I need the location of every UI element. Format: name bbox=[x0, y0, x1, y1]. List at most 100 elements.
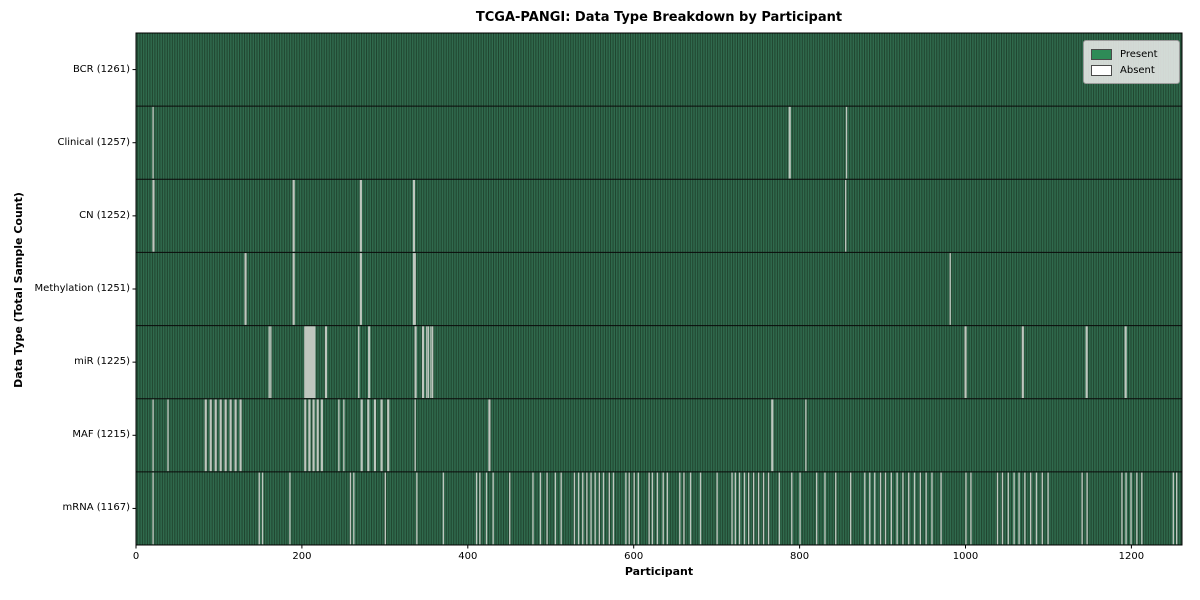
y-tick-label: Clinical (1257) bbox=[57, 136, 131, 148]
x-tick-label: 1200 bbox=[1118, 551, 1145, 562]
absent-cell bbox=[509, 472, 511, 545]
absent-cell bbox=[1086, 326, 1088, 399]
absent-cell bbox=[612, 472, 615, 545]
absent-cell bbox=[864, 472, 866, 545]
legend-absent-label: Absent bbox=[1120, 64, 1155, 76]
absent-cell bbox=[412, 253, 415, 325]
absent-cell bbox=[479, 472, 481, 545]
absent-cell bbox=[415, 326, 417, 399]
absent-cell bbox=[1041, 472, 1043, 545]
absent-cell bbox=[306, 326, 309, 399]
absent-cell bbox=[485, 472, 488, 545]
absent-cell bbox=[869, 472, 871, 545]
absent-cell bbox=[234, 399, 236, 472]
absent-cell bbox=[1024, 472, 1026, 545]
legend-entry-present: Present bbox=[1091, 46, 1171, 62]
absent-cell bbox=[413, 253, 416, 325]
absent-cell bbox=[1130, 472, 1132, 545]
absent-cell bbox=[313, 326, 315, 399]
absent-cell bbox=[235, 399, 237, 472]
absent-cell bbox=[430, 326, 432, 399]
absent-cell bbox=[414, 253, 416, 325]
absent-cell bbox=[1136, 472, 1138, 545]
absent-cell bbox=[413, 179, 416, 252]
present-swatch-icon bbox=[1091, 48, 1112, 60]
absent-cell bbox=[1086, 472, 1088, 545]
x-tick-label: 400 bbox=[458, 551, 478, 562]
absent-cell bbox=[965, 472, 967, 545]
absent-cell bbox=[292, 179, 294, 252]
absent-cell bbox=[908, 472, 910, 545]
absent-cell bbox=[1035, 472, 1038, 545]
absent-cell bbox=[325, 326, 328, 399]
absent-cell bbox=[716, 472, 718, 545]
absent-cell bbox=[757, 472, 760, 545]
absent-cell bbox=[261, 472, 264, 545]
absent-cell bbox=[361, 399, 363, 472]
absent-cell bbox=[633, 472, 635, 545]
absent-cell bbox=[940, 472, 942, 545]
absent-cell bbox=[1021, 326, 1024, 399]
absent-cell bbox=[879, 472, 882, 545]
absent-cell bbox=[731, 472, 733, 545]
absent-cell bbox=[219, 399, 221, 472]
absent-cell bbox=[492, 472, 494, 545]
legend-entry-absent: Absent bbox=[1091, 62, 1171, 78]
absent-cell bbox=[245, 253, 247, 325]
absent-cell bbox=[996, 472, 999, 545]
absent-cell bbox=[412, 179, 415, 252]
absent-cell bbox=[1121, 472, 1123, 545]
absent-cell bbox=[767, 472, 770, 545]
absent-cell bbox=[965, 326, 967, 399]
absent-cell bbox=[380, 399, 382, 472]
absent-cell bbox=[845, 179, 847, 252]
absent-cell bbox=[358, 326, 360, 399]
absent-cell bbox=[384, 472, 387, 545]
absent-cell bbox=[204, 399, 206, 472]
absent-cell bbox=[1030, 472, 1032, 545]
absent-cell bbox=[699, 472, 702, 545]
absent-cell bbox=[488, 399, 490, 472]
absent-cell bbox=[360, 399, 362, 472]
absent-cell bbox=[577, 472, 580, 545]
absent-cell bbox=[426, 326, 428, 399]
absent-cell bbox=[292, 253, 294, 325]
absent-cell bbox=[309, 326, 311, 399]
absent-cell bbox=[353, 472, 355, 545]
absent-cell bbox=[913, 472, 916, 545]
absent-cell bbox=[309, 326, 312, 399]
absent-cell bbox=[368, 399, 370, 472]
absent-cell bbox=[305, 399, 307, 472]
absent-cell bbox=[874, 472, 876, 545]
x-tick-label: 200 bbox=[292, 551, 312, 562]
absent-cell bbox=[752, 472, 755, 545]
absent-cell bbox=[1007, 472, 1009, 545]
absent-cell bbox=[427, 326, 430, 399]
absent-cell bbox=[152, 179, 154, 252]
absent-cell bbox=[312, 399, 314, 472]
absent-cell bbox=[805, 399, 807, 472]
x-axis-label: Participant bbox=[624, 565, 694, 578]
absent-cell bbox=[637, 472, 639, 545]
y-tick-label: BCR (1261) bbox=[72, 63, 130, 75]
absent-cell bbox=[608, 472, 610, 545]
absent-cell bbox=[240, 399, 242, 472]
absent-cell bbox=[310, 326, 313, 399]
absent-cell bbox=[387, 399, 390, 472]
absent-cell bbox=[890, 472, 892, 545]
legend: Present Absent bbox=[1083, 40, 1180, 84]
absent-cell bbox=[771, 399, 773, 472]
absent-cell bbox=[307, 326, 309, 399]
absent-cell bbox=[1081, 472, 1083, 545]
absent-cell bbox=[305, 326, 307, 399]
absent-cell bbox=[475, 472, 478, 545]
absent-cell bbox=[368, 326, 370, 399]
absent-cell bbox=[925, 472, 927, 545]
y-axis-label: Data Type (Total Sample Count) bbox=[12, 192, 25, 388]
absent-cell bbox=[214, 399, 216, 472]
absent-cell bbox=[845, 106, 848, 179]
absent-cell bbox=[289, 472, 291, 545]
absent-cell bbox=[662, 472, 664, 545]
absent-cell bbox=[489, 399, 491, 472]
absent-cell bbox=[316, 399, 318, 472]
